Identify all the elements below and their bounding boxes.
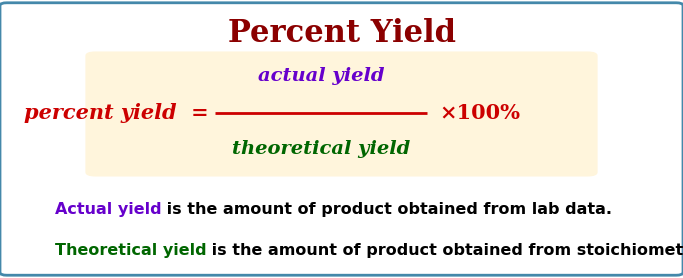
FancyBboxPatch shape xyxy=(85,51,598,177)
Text: is the amount of product obtained from lab data.: is the amount of product obtained from l… xyxy=(161,202,612,217)
Text: actual yield: actual yield xyxy=(257,68,385,85)
FancyBboxPatch shape xyxy=(0,3,683,275)
Text: Theoretical yield: Theoretical yield xyxy=(55,243,206,258)
Text: is the amount of product obtained from stoichiometry.: is the amount of product obtained from s… xyxy=(206,243,683,258)
Text: theoretical yield: theoretical yield xyxy=(232,140,410,158)
Text: ×100%: ×100% xyxy=(439,103,520,123)
Text: percent yield  =: percent yield = xyxy=(24,103,208,123)
Text: Percent Yield: Percent Yield xyxy=(227,18,456,49)
Text: Actual yield: Actual yield xyxy=(55,202,161,217)
